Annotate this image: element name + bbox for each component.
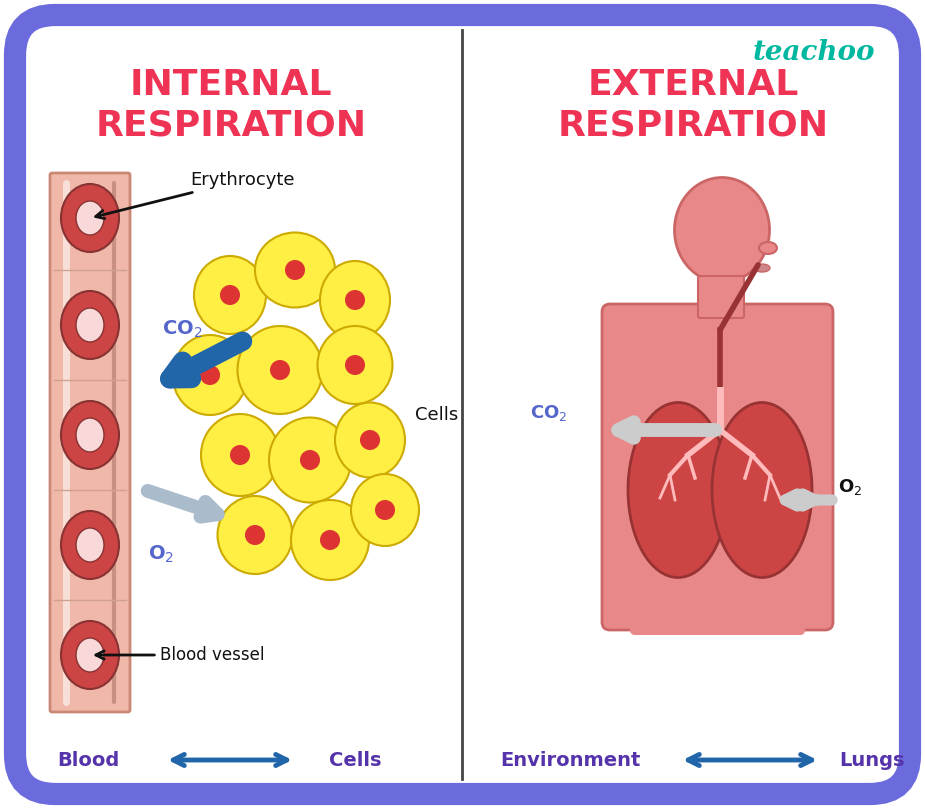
Ellipse shape <box>759 242 777 254</box>
Ellipse shape <box>201 414 279 496</box>
Text: O$_2$: O$_2$ <box>148 544 174 565</box>
Text: CO$_2$: CO$_2$ <box>162 319 203 341</box>
Text: O$_2$: O$_2$ <box>838 477 862 497</box>
Ellipse shape <box>335 403 405 477</box>
Ellipse shape <box>674 177 770 282</box>
FancyBboxPatch shape <box>630 495 805 635</box>
Ellipse shape <box>61 401 119 469</box>
Ellipse shape <box>217 496 292 574</box>
Ellipse shape <box>172 335 248 415</box>
Circle shape <box>320 530 340 550</box>
Circle shape <box>230 445 250 465</box>
Ellipse shape <box>76 638 104 672</box>
Ellipse shape <box>317 326 392 404</box>
Text: Blood vessel: Blood vessel <box>96 646 265 664</box>
Ellipse shape <box>194 256 266 334</box>
Ellipse shape <box>61 184 119 252</box>
Text: teachoo: teachoo <box>753 39 875 66</box>
Text: INTERNAL: INTERNAL <box>130 68 332 102</box>
Circle shape <box>375 500 395 520</box>
FancyBboxPatch shape <box>602 304 833 630</box>
Circle shape <box>360 430 380 450</box>
Ellipse shape <box>291 500 369 580</box>
Circle shape <box>220 285 240 305</box>
Text: CO$_2$: CO$_2$ <box>530 403 567 423</box>
Ellipse shape <box>76 201 104 235</box>
Ellipse shape <box>351 474 419 546</box>
Circle shape <box>200 365 220 385</box>
FancyBboxPatch shape <box>15 15 910 794</box>
Text: Cells: Cells <box>415 406 458 424</box>
Circle shape <box>245 525 265 545</box>
Ellipse shape <box>61 621 119 689</box>
Text: RESPIRATION: RESPIRATION <box>558 108 829 142</box>
Ellipse shape <box>76 308 104 342</box>
Circle shape <box>285 260 305 280</box>
Circle shape <box>270 360 290 380</box>
Ellipse shape <box>61 291 119 359</box>
Circle shape <box>300 450 320 470</box>
Text: EXTERNAL: EXTERNAL <box>587 68 798 102</box>
Ellipse shape <box>628 403 728 578</box>
FancyBboxPatch shape <box>50 173 130 712</box>
Circle shape <box>345 290 365 310</box>
FancyBboxPatch shape <box>698 276 744 318</box>
Text: Blood: Blood <box>56 751 119 769</box>
Ellipse shape <box>712 403 812 578</box>
Ellipse shape <box>238 326 323 414</box>
Text: Lungs: Lungs <box>839 751 905 769</box>
Ellipse shape <box>76 528 104 562</box>
Text: Environment: Environment <box>500 751 640 769</box>
Ellipse shape <box>76 418 104 452</box>
Text: Cells: Cells <box>328 751 381 769</box>
Ellipse shape <box>320 261 390 339</box>
Ellipse shape <box>255 232 335 307</box>
Circle shape <box>345 355 365 375</box>
Text: RESPIRATION: RESPIRATION <box>95 108 366 142</box>
Ellipse shape <box>61 511 119 579</box>
Ellipse shape <box>754 264 770 272</box>
Ellipse shape <box>269 417 351 502</box>
Text: Erythrocyte: Erythrocyte <box>95 171 294 218</box>
